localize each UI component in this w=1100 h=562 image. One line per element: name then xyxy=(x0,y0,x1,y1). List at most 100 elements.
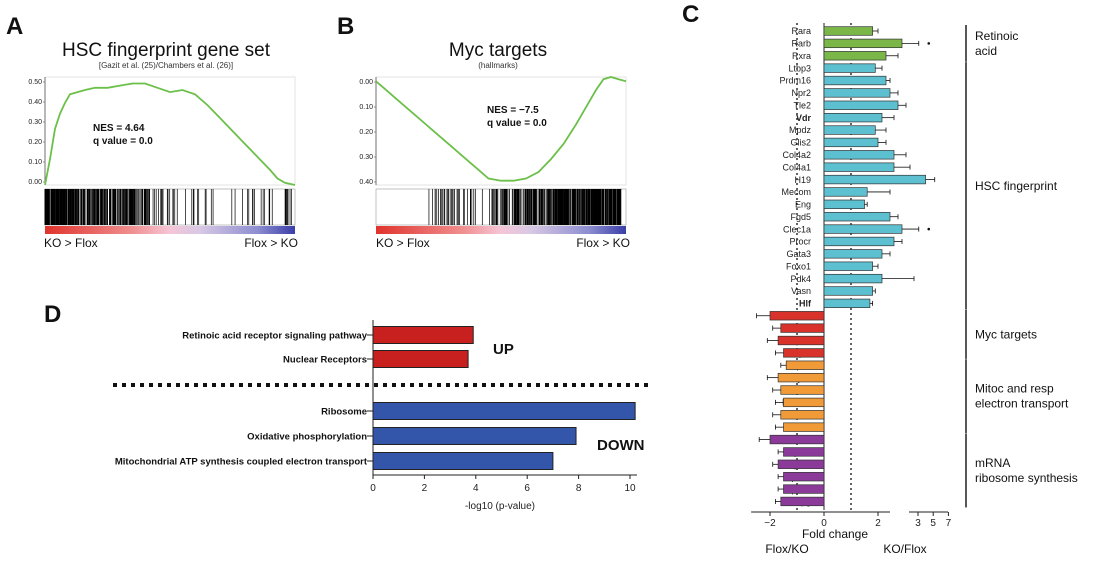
d-bar xyxy=(372,452,554,470)
d-category-label: Nuclear Receptors xyxy=(283,355,367,366)
panel-d-up-label: UP xyxy=(493,341,514,358)
b-y-tick-label: 0.30 xyxy=(359,154,373,161)
c-group-label: Mitoc and resp xyxy=(975,382,1054,396)
c-bar xyxy=(823,286,873,296)
c-gene-label: Hlf xyxy=(799,299,812,309)
c-bar xyxy=(823,63,876,73)
panel-a-qvalue: q value = 0.0 xyxy=(93,136,153,147)
d-bar xyxy=(372,427,577,445)
c-gene-label: Rara xyxy=(791,26,811,36)
c-bar xyxy=(777,372,825,383)
c-bar xyxy=(783,484,825,494)
b-plot-frame xyxy=(375,76,627,186)
d-x-tick-label: 8 xyxy=(576,483,582,494)
panel-c-x-axis: −2 0 2 3 5 7 xyxy=(751,511,952,529)
c-x-tick-label: 3 xyxy=(915,518,921,529)
c-bar xyxy=(780,496,825,507)
c-gene-label: Rxra xyxy=(792,51,811,61)
c-group-label: ribosome synthesis xyxy=(975,471,1078,485)
b-y-tick-label: 0.20 xyxy=(359,129,373,136)
c-bar xyxy=(823,199,865,209)
panel-letter-a: A xyxy=(6,13,23,40)
c-gene-label: Glis2 xyxy=(790,138,811,148)
c-bar xyxy=(823,51,887,61)
c-group-label: mRNA xyxy=(975,456,1010,470)
c-bar xyxy=(769,311,825,321)
d-category-label: Retinoic acid receptor signaling pathway xyxy=(182,331,367,342)
c-bar xyxy=(823,100,899,110)
d-bar xyxy=(372,350,469,368)
c-significance-dot xyxy=(927,42,931,45)
c-bar xyxy=(780,323,825,333)
c-gene-label: Tle2 xyxy=(793,100,811,110)
panel-b-y-ticks: 0.00 0.10 0.20 0.30 0.40 xyxy=(359,79,376,186)
c-bar xyxy=(823,88,891,98)
panel-b-nes: NES = −7.5 xyxy=(487,105,539,116)
c-gene-label: Ltbp3 xyxy=(788,63,811,73)
panel-a-nes: NES = 4.64 xyxy=(93,123,145,134)
a-y-tick-label: 0.00 xyxy=(28,179,42,186)
c-bar xyxy=(785,360,825,370)
panel-b-title: Myc targets xyxy=(449,40,547,61)
c-bar xyxy=(823,113,883,123)
a-y-tick-label: 0.40 xyxy=(28,99,42,106)
c-gene-label: Prdm16 xyxy=(779,76,811,86)
c-bar xyxy=(823,224,903,234)
c-group-label: acid xyxy=(975,44,997,58)
panel-a-y-ticks: 0.50 0.40 0.30 0.20 0.10 0.00 xyxy=(28,79,45,186)
d-bar xyxy=(372,402,636,420)
c-bar xyxy=(783,397,825,408)
b-y-tick-label: 0.00 xyxy=(359,79,373,86)
c-bar xyxy=(769,434,825,445)
c-bar xyxy=(777,335,825,346)
c-bar xyxy=(823,236,895,247)
c-bar xyxy=(777,459,825,469)
c-bar xyxy=(823,150,895,160)
c-gene-label: Gata3 xyxy=(786,249,811,259)
d-bar xyxy=(372,326,474,344)
d-x-tick-label: 4 xyxy=(473,483,479,494)
c-x-tick-label: 0 xyxy=(821,518,827,529)
b-rank-gradient xyxy=(376,226,626,234)
c-bar xyxy=(823,273,883,284)
c-bar xyxy=(823,38,903,49)
c-bar xyxy=(823,212,891,222)
panel-a-title: HSC fingerprint gene set xyxy=(62,40,271,61)
c-x-tick-label: 2 xyxy=(875,518,881,529)
panel-b-left-label: KO > Flox xyxy=(376,236,430,250)
panel-b-qvalue: q value = 0.0 xyxy=(487,118,547,129)
c-gene-label: Npr2 xyxy=(791,88,811,98)
panel-c-left-label: Flox/KO xyxy=(765,542,808,556)
panel-d-down-label: DOWN xyxy=(597,437,645,454)
d-x-tick-label: 6 xyxy=(524,483,530,494)
c-group-label: Myc targets xyxy=(975,327,1037,341)
c-bar xyxy=(783,447,825,457)
a-y-tick-label: 0.30 xyxy=(28,119,42,126)
d-x-tick-label: 10 xyxy=(624,483,636,494)
c-gene-label: H19 xyxy=(794,175,811,185)
panel-a-left-label: KO > Flox xyxy=(44,236,98,250)
c-significance-dot xyxy=(927,227,931,231)
panel-a-subtitle: [Gazit et al. (25)/Chambers et al. (26)] xyxy=(99,61,233,70)
panel-b: Myc targets (hallmarks) 0.00 0.10 0.20 0.30… xyxy=(359,40,630,250)
panel-b-subtitle: (hallmarks) xyxy=(478,61,518,70)
panel-b-right-label: Flox > KO xyxy=(576,236,630,250)
panel-c-right-label: KO/Flox xyxy=(883,542,926,556)
d-x-tick-label: 2 xyxy=(422,483,428,494)
a-y-tick-label: 0.10 xyxy=(28,159,42,166)
c-gene-label: Eng xyxy=(795,200,811,210)
panel-a: HSC fingerprint gene set [Gazit et al. (… xyxy=(28,40,298,250)
panel-d-xlabel: -log10 (p-value) xyxy=(465,501,535,512)
c-bar xyxy=(823,261,873,271)
c-bar xyxy=(780,410,825,420)
c-gene-label: Mecom xyxy=(781,187,811,197)
c-bar xyxy=(783,348,825,358)
b-y-tick-label: 0.40 xyxy=(359,179,373,186)
panel-a-plot xyxy=(44,76,296,234)
c-x-tick-label: 7 xyxy=(946,518,952,529)
panel-d-x-axis: 0 2 4 6 8 10 xyxy=(370,320,637,494)
a-rank-gradient xyxy=(45,226,295,234)
panel-d-bars: Retinoic acid receptor signaling pathway… xyxy=(115,326,636,470)
c-gene-label: Foxo1 xyxy=(786,261,811,271)
